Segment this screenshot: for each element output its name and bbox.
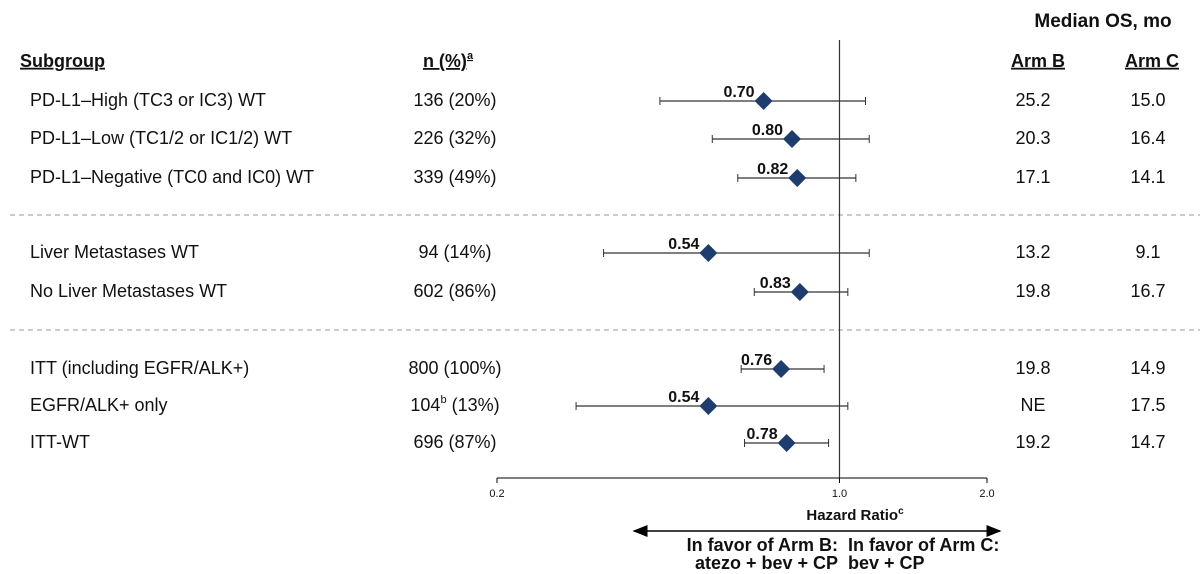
value-label: 0.78 — [746, 426, 777, 443]
arm-b-value: 19.2 — [1015, 432, 1050, 452]
n-label: 602 (86%) — [413, 281, 496, 301]
x-label: Hazard Ratioc — [806, 506, 904, 524]
favor-left: atezo + bev + CP — [695, 553, 838, 573]
subgroup-label: ITT-WT — [30, 432, 90, 452]
arm-c-value: 17.5 — [1130, 395, 1165, 415]
hr-marker — [783, 130, 802, 148]
favor-right: bev + CP — [848, 553, 925, 573]
x-tick-label: 1.0 — [832, 488, 847, 500]
value-label: 0.54 — [668, 389, 699, 406]
arm-b-value: NE — [1020, 395, 1045, 415]
header-n-note: a — [467, 50, 474, 62]
n-pct: (14%) — [444, 242, 492, 262]
n-pct: (13%) — [452, 395, 500, 415]
value-label: 0.54 — [668, 236, 699, 253]
n-label: 104b (13%) — [410, 394, 499, 415]
hr-marker — [699, 397, 718, 415]
n-label: 696 (87%) — [413, 432, 496, 452]
arm-b-value: 17.1 — [1015, 167, 1050, 187]
x-tick-label: 2.0 — [979, 488, 994, 500]
n-pct: (100%) — [444, 358, 502, 378]
favor-right: In favor of Arm C: — [848, 535, 999, 555]
arm-c-value: 16.4 — [1130, 128, 1165, 148]
n-label: 339 (49%) — [413, 167, 496, 187]
n-label: 136 (20%) — [413, 90, 496, 110]
subgroup-label: No Liver Metastases WT — [30, 281, 227, 301]
title: Median OS, mo — [1034, 11, 1171, 32]
n-count: 339 — [413, 167, 443, 187]
subgroup-label: ITT (including EGFR/ALK+) — [30, 358, 249, 378]
n-pct: (49%) — [449, 167, 497, 187]
header-n: n (%)a — [423, 50, 474, 71]
subgroup-label: PD-L1–Negative (TC0 and IC0) WT — [30, 167, 314, 187]
n-pct: (87%) — [449, 432, 497, 452]
n-pct: (20%) — [449, 90, 497, 110]
subgroup-label: EGFR/ALK+ only — [30, 395, 168, 415]
n-count: 602 — [413, 281, 443, 301]
header-arm-c: Arm C — [1125, 51, 1179, 71]
x-label-text: Hazard Ratio — [806, 507, 898, 524]
arm-b-value: 13.2 — [1015, 242, 1050, 262]
n-count: 136 — [413, 90, 443, 110]
hr-marker — [777, 434, 796, 452]
value-label: 0.82 — [757, 161, 788, 178]
arm-b-value: 25.2 — [1015, 90, 1050, 110]
arm-c-value: 16.7 — [1130, 281, 1165, 301]
value-label: 0.76 — [741, 352, 772, 369]
n-count: 696 — [413, 432, 443, 452]
header-subgroup: Subgroup — [20, 51, 105, 71]
favor-labels: In favor of Arm B:atezo + bev + CP In fav… — [687, 535, 1000, 573]
n-count: 94 — [418, 242, 438, 262]
header-n-text: n (%) — [423, 51, 467, 71]
arm-c-value: 14.9 — [1130, 358, 1165, 378]
n-note: b — [440, 394, 446, 406]
n-label: 226 (32%) — [413, 128, 496, 148]
subgroup-label: PD-L1–High (TC3 or IC3) WT — [30, 90, 266, 110]
hr-marker — [699, 244, 718, 262]
value-label: 0.80 — [752, 122, 783, 139]
hr-marker — [788, 169, 807, 187]
x-label-note: c — [898, 506, 904, 517]
x-tick-label: 0.2 — [489, 488, 504, 500]
subgroup-label: PD-L1–Low (TC1/2 or IC1/2) WT — [30, 128, 292, 148]
arm-c-value: 14.7 — [1130, 432, 1165, 452]
arm-b-value: 20.3 — [1015, 128, 1050, 148]
n-count: 800 — [408, 358, 438, 378]
arm-c-value: 15.0 — [1130, 90, 1165, 110]
subgroup-label: Liver Metastases WT — [30, 242, 199, 262]
hr-marker — [754, 92, 773, 110]
n-count: 104 — [410, 395, 440, 415]
header-arm-b: Arm B — [1011, 51, 1065, 71]
value-label: 0.70 — [723, 84, 754, 101]
hr-marker — [790, 283, 809, 301]
n-pct: (86%) — [449, 281, 497, 301]
arm-c-value: 14.1 — [1130, 167, 1165, 187]
arm-c-value: 9.1 — [1135, 242, 1160, 262]
n-pct: (32%) — [449, 128, 497, 148]
hr-marker — [772, 360, 791, 378]
n-label: 800 (100%) — [408, 358, 501, 378]
n-label: 94 (14%) — [418, 242, 491, 262]
favor-left: In favor of Arm B: — [687, 535, 838, 555]
n-count: 226 — [413, 128, 443, 148]
value-label: 0.83 — [760, 275, 791, 292]
arm-b-value: 19.8 — [1015, 358, 1050, 378]
arm-b-value: 19.8 — [1015, 281, 1050, 301]
